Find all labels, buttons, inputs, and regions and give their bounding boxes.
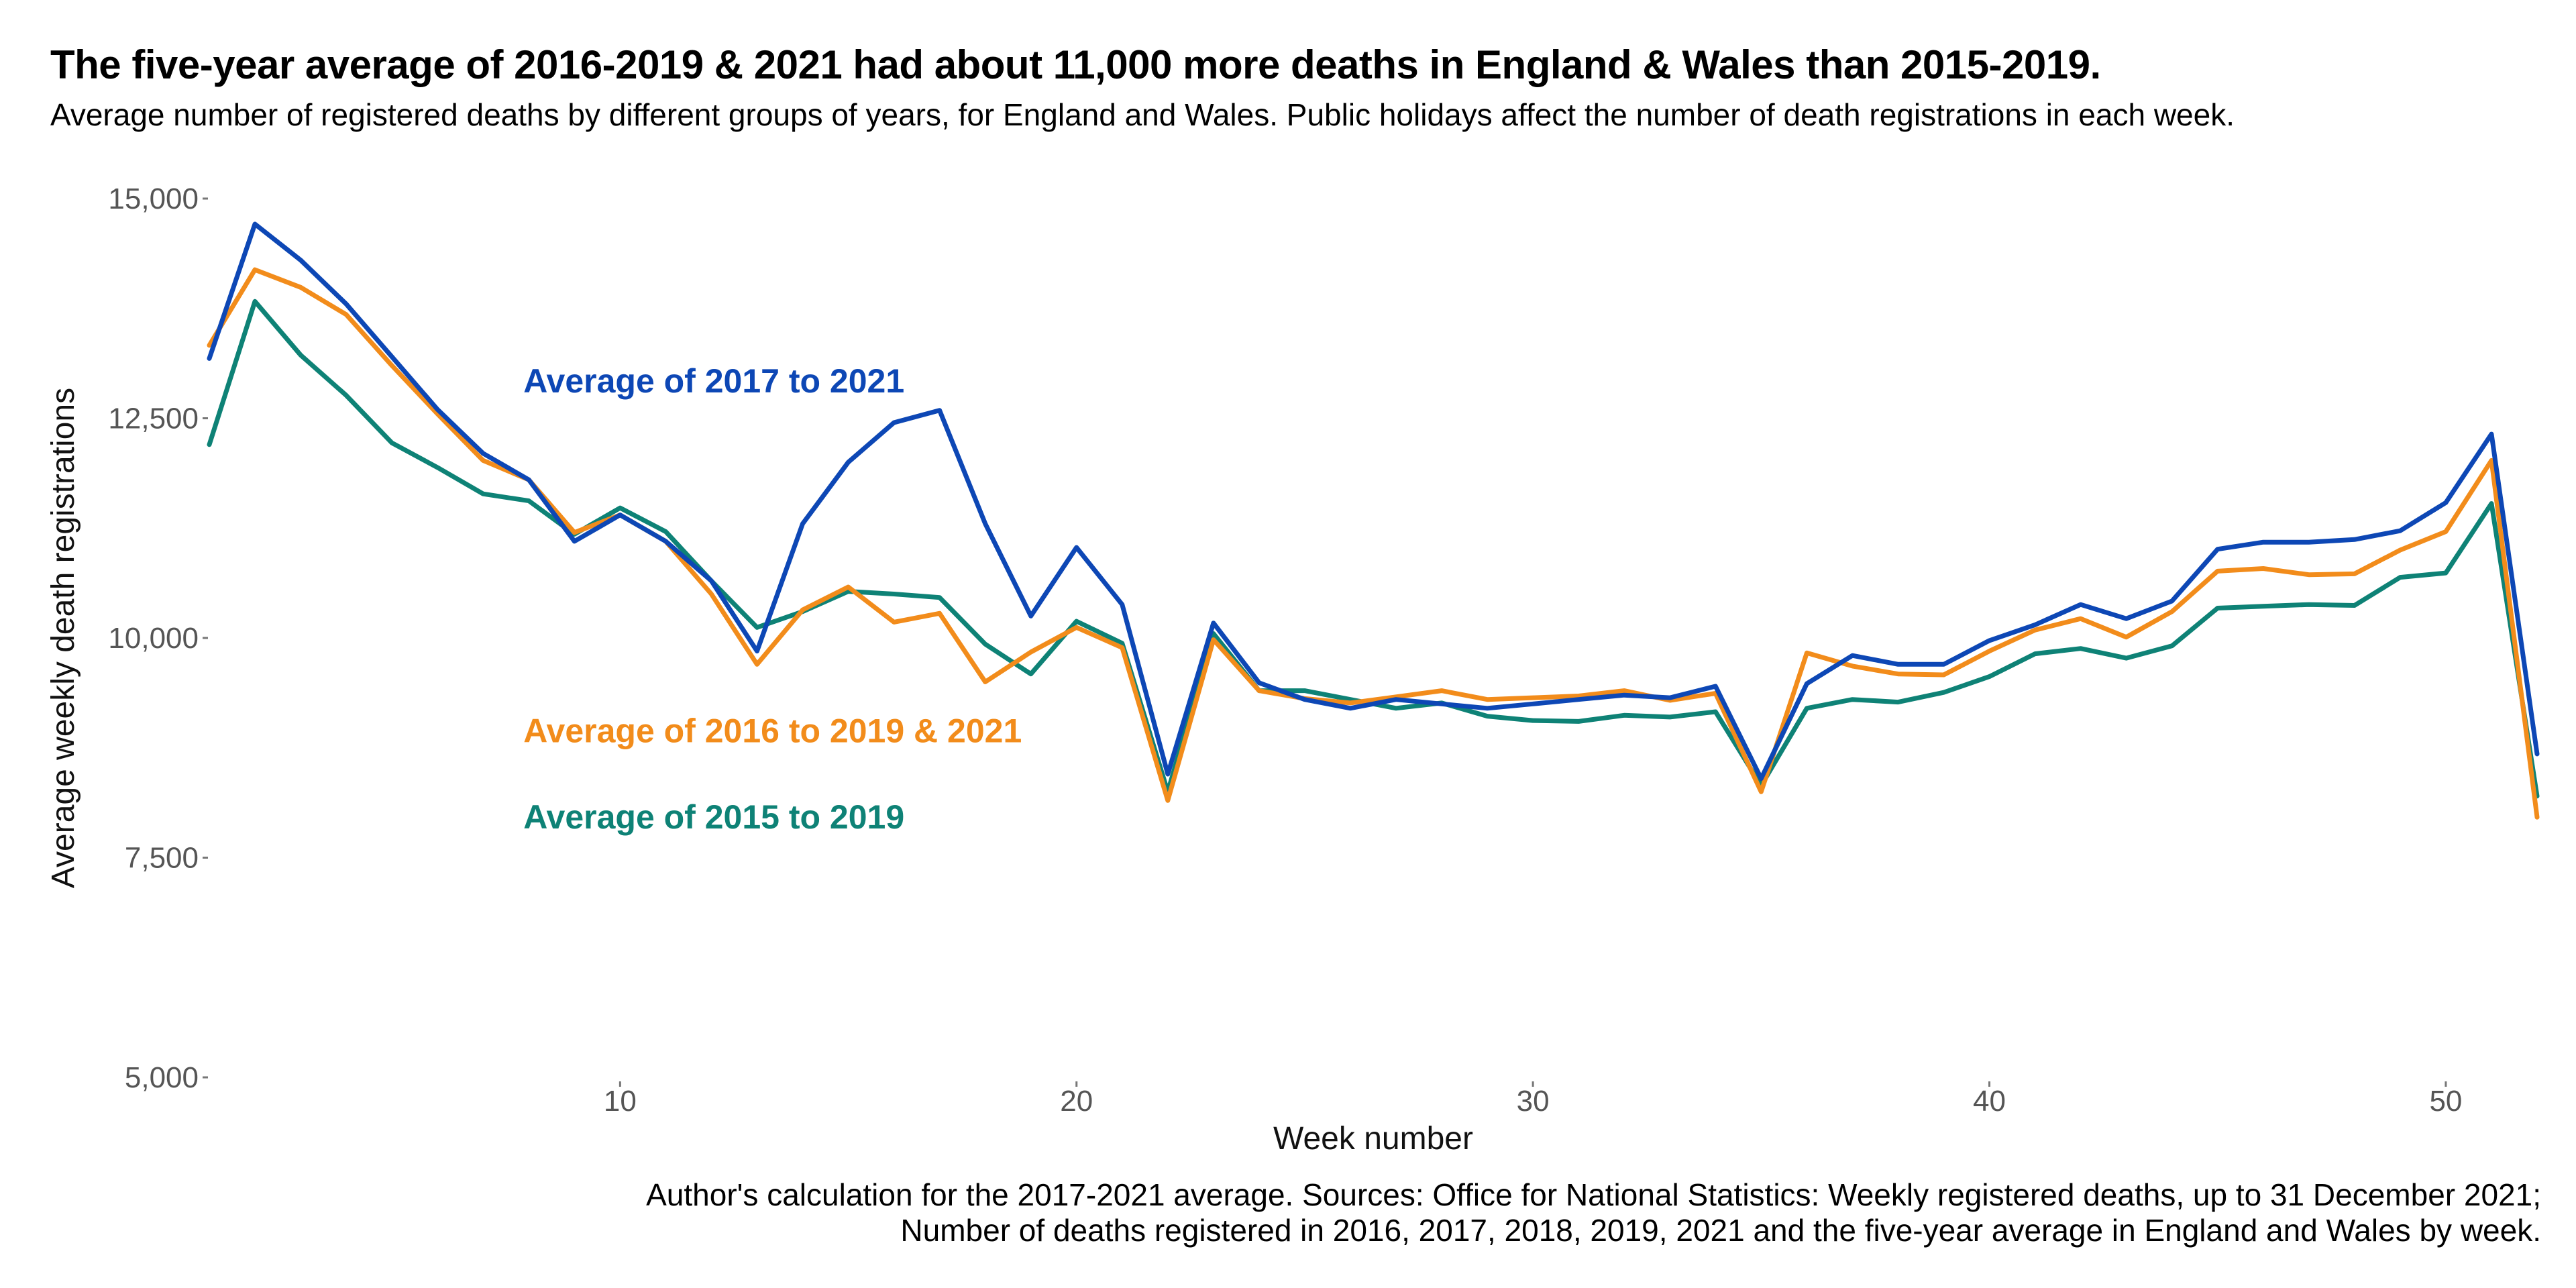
x-axis-title: Week number [1273,1121,1473,1157]
y-tick-label: 10,000 [108,622,199,655]
x-tick-label: 30 [1517,1085,1550,1118]
source-line-1: Author's calculation for the 2017-2021 a… [646,1177,2541,1212]
y-axis-title-group: Average weekly death registrations [46,388,81,888]
x-axis-title-group: Week number [1273,1121,1473,1157]
y-axis-ticks: 5,000 7,500 10,000 12,500 15,000 [108,182,208,1094]
y-tick-label: 5,000 [125,1061,199,1094]
series-line-average-of-2016-to-2019-2021 [207,267,2540,820]
series-lines [207,221,2540,820]
y-axis-title: Average weekly death registrations [46,388,81,888]
source-line-2: Number of deaths registered in 2016, 201… [900,1212,2541,1248]
series-label-average-of-2016-to-2019-2021: Average of 2016 to 2019 & 2021 [523,712,1022,750]
series-line-average-of-2017-to-2021 [207,221,2540,782]
x-tick-label: 10 [604,1085,637,1118]
source-note: Author's calculation for the 2017-2021 a… [193,1177,2541,1248]
y-tick-label: 7,500 [125,842,199,875]
x-tick-label: 20 [1060,1085,1093,1118]
y-tick-label: 12,500 [108,402,199,435]
y-tick-label: 15,000 [108,182,199,215]
series-label-average-of-2017-to-2021: Average of 2017 to 2021 [523,362,904,400]
x-axis-ticks: 10 20 30 40 50 [604,1081,2462,1118]
chart-title: The five-year average of 2016-2019 & 202… [50,42,2101,87]
x-tick-label: 40 [1973,1085,2006,1118]
series-label-average-of-2015-to-2019: Average of 2015 to 2019 [523,798,904,836]
chart-subtitle: Average number of registered deaths by d… [50,97,2235,132]
x-tick-label: 50 [2429,1085,2462,1118]
series-labels: Average of 2017 to 2021 Average of 2016 t… [523,362,1022,836]
